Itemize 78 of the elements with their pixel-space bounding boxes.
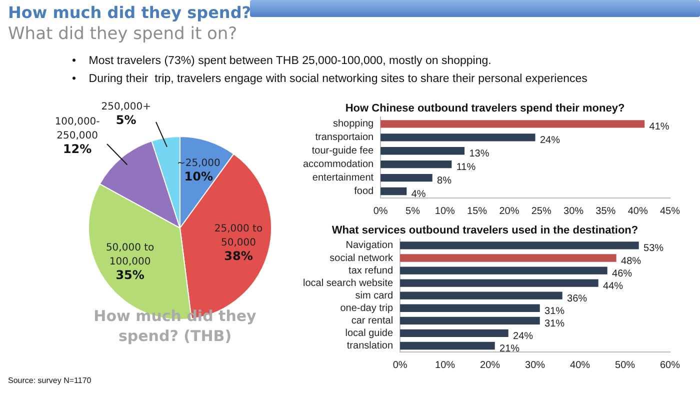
x-tick-label: 15% xyxy=(467,206,488,217)
data-label: 11% xyxy=(456,162,476,174)
bar xyxy=(380,120,645,128)
y-tick-label: entertainment xyxy=(312,172,374,184)
bar xyxy=(400,329,508,338)
data-label: 48% xyxy=(621,256,642,267)
y-tick-label: accommodation xyxy=(302,159,374,170)
bar xyxy=(380,187,407,196)
x-tick-label: 5% xyxy=(406,206,420,217)
y-tick-label: social network xyxy=(330,252,394,264)
bar xyxy=(400,266,608,274)
bar xyxy=(400,242,639,250)
y-tick-label: local search website xyxy=(302,278,394,289)
text: How much did they spend? xyxy=(8,3,252,22)
bar xyxy=(400,316,540,324)
x-tick-label: 60% xyxy=(660,360,680,371)
data-label: 41% xyxy=(649,122,670,133)
data-label: 44% xyxy=(603,280,624,292)
bar xyxy=(400,292,562,300)
data-label: 24% xyxy=(540,135,560,146)
text: • During their trip, travelers engage with social networking sites to share their personal experiences xyxy=(72,73,588,85)
bar xyxy=(380,134,536,142)
y-tick-label: tax refund xyxy=(348,265,394,276)
y-tick-label: sim card xyxy=(355,290,394,302)
slice-label: 250,000+ xyxy=(101,101,151,112)
x-tick-label: 10% xyxy=(434,206,456,217)
data-label: 13% xyxy=(469,148,490,160)
bar xyxy=(380,174,432,182)
y-tick-label: tour-guide fee xyxy=(312,146,374,157)
data-label: 21% xyxy=(500,343,520,354)
bar xyxy=(380,147,465,155)
data-label: 46% xyxy=(612,268,632,280)
bar xyxy=(400,254,616,262)
x-tick-label: 25% xyxy=(531,206,552,217)
x-tick-label: 45% xyxy=(660,206,680,217)
source-note: Source: survey N=1170 xyxy=(8,376,92,385)
data-label: 8% xyxy=(437,176,452,187)
slice-label: 25,000 to 50,000 xyxy=(214,224,263,249)
data-label: 38% xyxy=(224,249,253,264)
data-label: 35% xyxy=(116,268,144,282)
text: • Most travelers (73%) spent between THB 25,000-100,000, mostly on shopping. xyxy=(72,55,492,67)
y-tick-label: local guide xyxy=(345,328,394,339)
slice-label: 100,000-250,000 xyxy=(54,116,100,142)
data-label: 53% xyxy=(644,243,664,254)
data-label: 36% xyxy=(567,293,588,304)
data-label: 24% xyxy=(513,330,534,342)
y-tick-label: food xyxy=(354,186,374,198)
bar xyxy=(400,342,495,350)
bar xyxy=(400,304,540,312)
x-tick-label: 50% xyxy=(615,360,636,371)
x-tick-label: 35% xyxy=(596,206,616,217)
x-tick-label: 10% xyxy=(435,360,456,371)
data-label: 31% xyxy=(544,318,565,330)
y-tick-label: car rental xyxy=(351,315,394,326)
data-label: 4% xyxy=(411,189,426,200)
slice-label: 50,000 to 100,000 xyxy=(106,242,154,268)
y-tick-label: one-day trip xyxy=(340,302,394,314)
x-tick-label: 30% xyxy=(525,360,546,371)
x-tick-label: 30% xyxy=(564,206,584,217)
data-label: 12% xyxy=(62,142,92,156)
x-tick-label: 0% xyxy=(392,360,408,371)
x-tick-label: 40% xyxy=(570,360,590,371)
data-label: 31% xyxy=(544,306,565,317)
y-tick-label: shopping xyxy=(332,118,374,130)
x-tick-label: 20% xyxy=(499,206,520,217)
y-tick-label: translation xyxy=(346,340,394,352)
y-tick-label: Navigation xyxy=(346,240,394,252)
data-label: 5% xyxy=(116,112,136,127)
data-label: 10% xyxy=(184,170,214,184)
bar xyxy=(400,279,598,287)
chart-title: What services outbound travelers used in the destination? xyxy=(332,224,638,237)
bar xyxy=(380,160,452,168)
chart-title: How Chinese outbound travelers spend their money? xyxy=(345,102,625,115)
text: What did they spend it on? xyxy=(8,24,238,44)
x-tick-label: 40% xyxy=(628,206,648,217)
x-tick-label: 0% xyxy=(373,206,388,217)
x-tick-label: 20% xyxy=(480,360,500,371)
y-tick-label: transportaion xyxy=(315,132,374,144)
